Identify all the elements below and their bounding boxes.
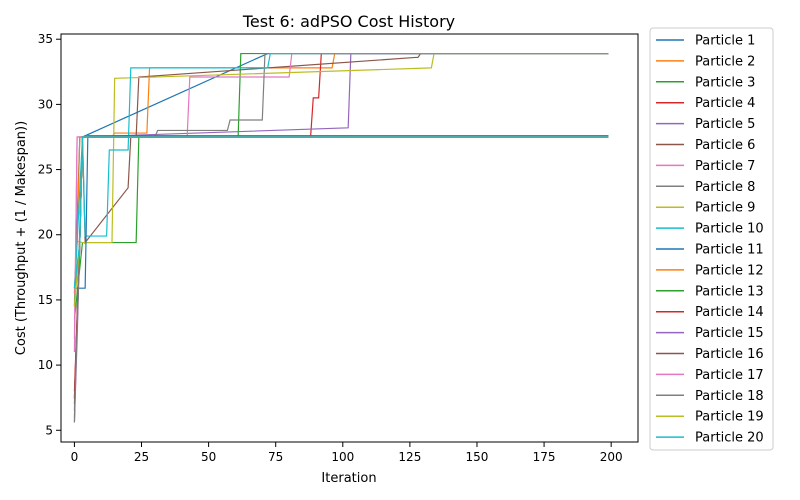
series-line-particle-19 xyxy=(73,136,609,307)
y-tick-label: 30 xyxy=(38,97,53,111)
legend-entry: Particle 12 xyxy=(695,263,764,278)
y-tick-label: 15 xyxy=(38,293,53,307)
y-tick-label: 20 xyxy=(38,228,53,242)
x-tick-label: 25 xyxy=(134,450,149,464)
legend-entry: Particle 2 xyxy=(695,54,755,69)
series-line-particle-20 xyxy=(73,136,609,289)
legend-entry: Particle 15 xyxy=(695,326,764,341)
x-tick-label: 175 xyxy=(533,450,556,464)
x-tick-label: 125 xyxy=(398,450,421,464)
y-axis-ticks: 5 10 15 20 25 30 35 xyxy=(38,32,61,437)
legend-frame xyxy=(649,27,774,451)
y-tick-label: 10 xyxy=(38,358,53,372)
legend-entry: Particle 3 xyxy=(695,75,755,90)
plot-frame xyxy=(60,33,639,443)
legend-entry: Particle 10 xyxy=(695,222,764,237)
x-tick-label: 150 xyxy=(466,450,489,464)
x-tick-label: 0 xyxy=(71,450,79,464)
x-tick-label: 200 xyxy=(600,450,623,464)
x-axis-ticks: 0 25 50 75 100 125 150 175 200 xyxy=(71,442,623,464)
plot-area xyxy=(60,33,639,443)
legend-entry: Particle 13 xyxy=(695,284,764,299)
series-line-particle-9 xyxy=(73,52,609,290)
series-line-particle-5 xyxy=(73,52,609,423)
legend-entry: Particle 19 xyxy=(695,410,764,425)
legend-entry: Particle 16 xyxy=(695,347,764,362)
legend-entry: Particle 20 xyxy=(695,431,764,446)
y-tick-label: 35 xyxy=(38,32,53,46)
series-line-particle-10 xyxy=(73,52,609,289)
x-tick-label: 50 xyxy=(201,450,216,464)
x-tick-label: 100 xyxy=(331,450,354,464)
legend-entry: Particle 11 xyxy=(695,243,764,258)
legend-entry: Particle 17 xyxy=(695,368,764,383)
legend-entry: Particle 4 xyxy=(695,96,755,111)
legend: Particle 1 Particle 2 Particle 3 Particle 4… xyxy=(649,27,774,451)
series-line-particle-4 xyxy=(73,52,609,400)
series-line-particle-11 xyxy=(74,135,609,289)
series-line-particle-13 xyxy=(73,136,609,300)
y-tick-label: 25 xyxy=(38,163,53,177)
legend-entry: Particle 1 xyxy=(695,34,755,49)
x-tick-label: 75 xyxy=(268,450,283,464)
legend-entry: Particle 5 xyxy=(695,117,755,132)
series-line-particle-15 xyxy=(73,136,609,411)
series-line-particle-2 xyxy=(73,52,609,294)
legend-entry: Particle 6 xyxy=(695,138,755,153)
chart-title: Test 6: adPSO Cost History xyxy=(242,12,455,31)
series-line-particle-12 xyxy=(73,136,609,294)
legend-entry: Particle 8 xyxy=(695,180,755,195)
series-line-particle-7 xyxy=(73,52,609,353)
series-line-particle-8 xyxy=(73,52,609,423)
x-axis-label: Iteration xyxy=(321,471,376,486)
series-line-particle-18 xyxy=(73,136,609,418)
legend-entry: Particle 9 xyxy=(695,201,755,216)
legend-entry: Particle 18 xyxy=(695,389,764,404)
series-line-particle-17 xyxy=(73,136,609,340)
y-axis-label: Cost (Throughput + (1 / Makespan)) xyxy=(14,121,29,355)
legend-entry: Particle 14 xyxy=(695,305,764,320)
series-line-particle-1 xyxy=(73,52,609,307)
y-tick-label: 5 xyxy=(45,423,53,437)
series-line-particle-16 xyxy=(73,136,609,405)
legend-entry: Particle 7 xyxy=(695,159,755,174)
series-layer xyxy=(73,52,609,423)
series-line-particle-3 xyxy=(73,52,609,320)
series-line-particle-14 xyxy=(73,136,609,392)
